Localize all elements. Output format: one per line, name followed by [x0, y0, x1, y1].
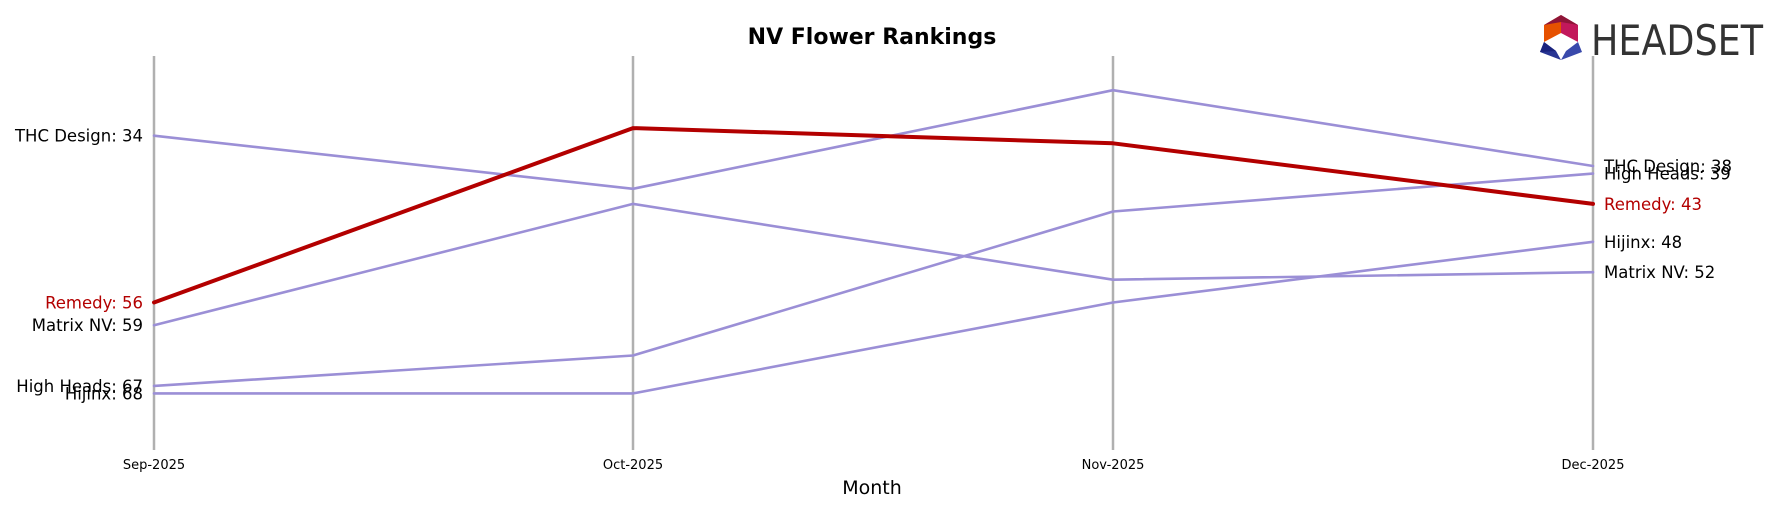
series-line-thc-design: [152, 88, 1595, 191]
headset-logo: HEADSET: [1540, 15, 1763, 65]
x-tick-labels: Sep-2025 Oct-2025 Nov-2025 Dec-2025: [123, 458, 1625, 473]
end-label-thc-design: THC Design: 38: [1603, 157, 1732, 176]
series-line-hijinx: [152, 240, 1595, 395]
end-label-remedy: Remedy: 43: [1604, 195, 1702, 214]
headset-logo-mark: [1540, 15, 1582, 60]
end-label-matrix-nv: Matrix NV: 52: [1604, 263, 1715, 282]
month-gridlines: [152, 56, 1595, 450]
start-label-thc-design: THC Design: 34: [14, 127, 143, 146]
series-line-remedy: [152, 126, 1595, 305]
x-tick-oct-2025: Oct-2025: [603, 458, 663, 473]
end-label-hijinx: Hijinx: 48: [1604, 233, 1682, 252]
end-label-high-heads: High Heads: 39: [1604, 165, 1731, 184]
start-label-remedy: Remedy: 56: [45, 293, 143, 312]
x-tick-dec-2025: Dec-2025: [1562, 458, 1625, 473]
start-label-hijinx: Hijinx: 68: [65, 384, 143, 403]
series-line-matrix-nv: [152, 202, 1595, 327]
series-lines: [152, 88, 1595, 395]
headset-logo-text: HEADSET: [1591, 16, 1763, 65]
chart-title: NV Flower Rankings: [748, 25, 997, 50]
start-label-high-heads: High Heads: 67: [16, 377, 143, 396]
x-axis-label: Month: [842, 477, 902, 499]
x-tick-sep-2025: Sep-2025: [123, 458, 185, 473]
x-tick-nov-2025: Nov-2025: [1082, 458, 1145, 473]
start-label-matrix-nv: Matrix NV: 59: [32, 316, 143, 335]
series-line-high-heads: [152, 172, 1595, 388]
